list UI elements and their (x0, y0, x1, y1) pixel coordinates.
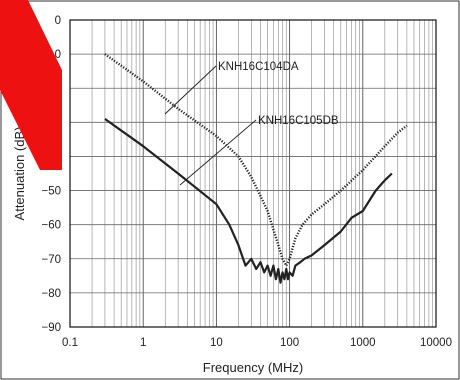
y-tick-label: −70 (41, 254, 61, 266)
annotation-label: KNH16C105DB (258, 115, 339, 127)
y-tick-label: −90 (41, 322, 61, 334)
x-tick-label: 0.1 (62, 337, 78, 349)
annotation-leader (179, 119, 257, 186)
y-tick-label: −80 (41, 288, 61, 300)
series-layer (104, 53, 408, 284)
x-tick-label: 1 (140, 337, 146, 349)
annotation-label: KNH16C104DA (218, 61, 299, 73)
red-corner-mark (0, 0, 62, 170)
x-tick-label: 10 (210, 337, 223, 349)
x-axis-title: Frequency (MHz) (203, 360, 303, 375)
annotation-leader (164, 65, 217, 115)
x-tick-label: 100 (280, 337, 299, 349)
annotations: KNH16C104DA KNH16C105DB (164, 61, 339, 186)
plot-area-border (69, 19, 437, 328)
x-tick-label: 10000 (420, 337, 452, 349)
series-line-knh16c104da (104, 53, 408, 267)
y-tick-label: −50 (41, 186, 61, 198)
y-tick-label: 0 (55, 15, 61, 27)
y-tick-label: −60 (41, 220, 61, 232)
series-line-knh16c105db (104, 118, 393, 284)
x-tick-label: 1000 (350, 337, 376, 349)
y-axis-title: Attenuation (dB) (12, 127, 27, 221)
